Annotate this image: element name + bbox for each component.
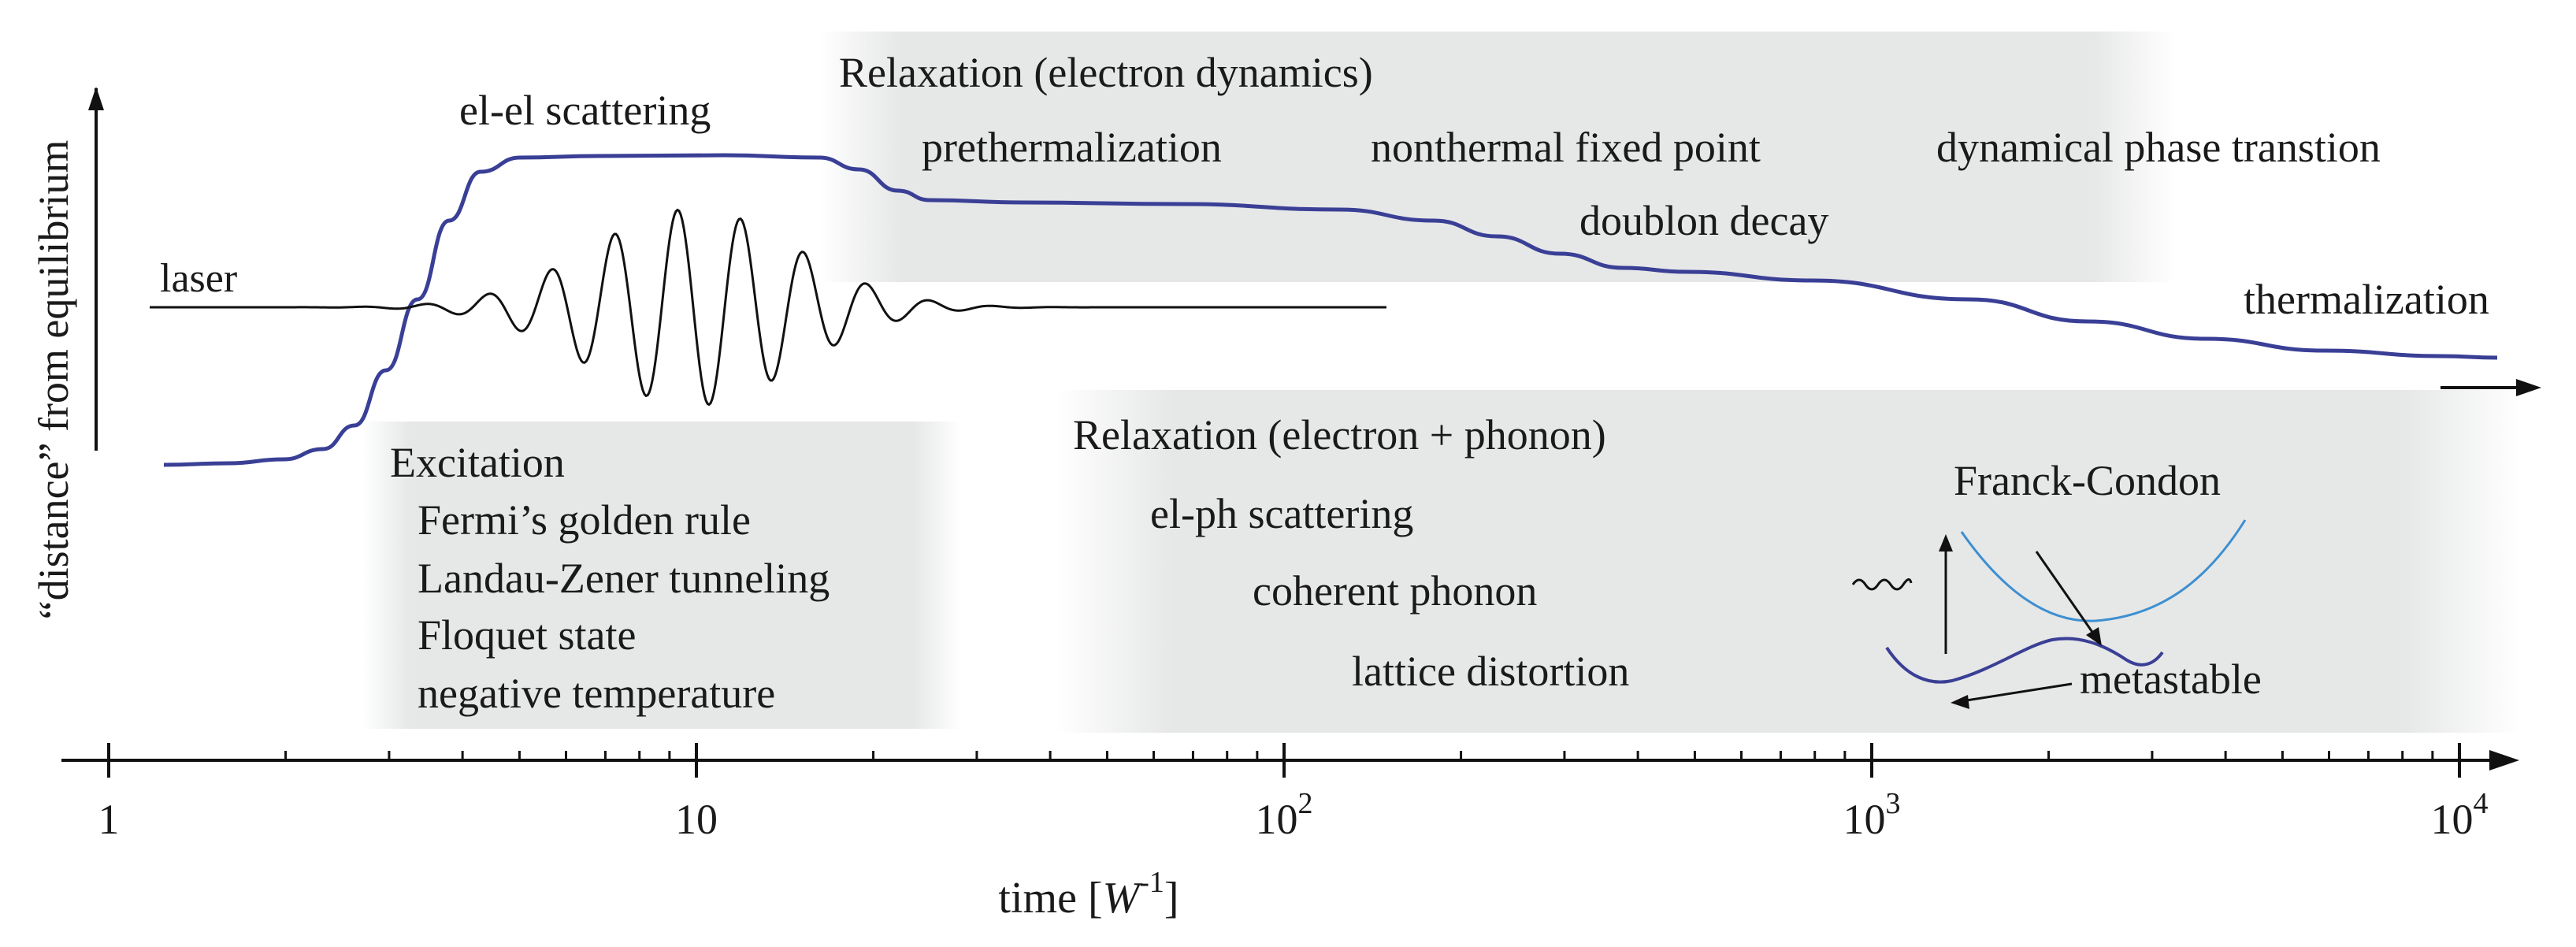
- x-axis-tick-labels: 1 10 102 103 104: [98, 787, 2489, 843]
- thermalization-label: thermalization: [2244, 276, 2489, 323]
- doublon-decay-label: doublon decay: [1579, 197, 1828, 244]
- y-axis-label: “distance” from equilibrium: [30, 140, 77, 620]
- relaxation-diagonal-arrowhead: [2086, 627, 2102, 646]
- relaxation-electron-title: Relaxation (electron dynamics): [839, 49, 1373, 96]
- excitation-title: Excitation: [390, 439, 565, 486]
- el-ph-scattering-label: el-ph scattering: [1150, 490, 1413, 537]
- coherent-phonon-label: coherent phonon: [1253, 567, 1537, 615]
- prethermalization-label: prethermalization: [922, 124, 1222, 171]
- relaxation-diagonal-arrow: [2035, 551, 2097, 637]
- tick-label: 1: [98, 796, 120, 843]
- dynamical-phase-transition-label: dynamical phase transtion: [1936, 124, 2381, 171]
- tick-label: 104: [2431, 787, 2489, 843]
- franck-condon-label: Franck-Condon: [1954, 457, 2221, 504]
- nonthermal-fixed-point-label: nonthermal fixed point: [1371, 124, 1761, 171]
- x-axis-ticks: [107, 743, 2461, 778]
- metastable-arrowhead: [1951, 695, 1969, 709]
- relaxation-electron-region: [819, 32, 2174, 282]
- excited-state-parabola: [1960, 519, 2247, 622]
- laser-label: laser: [160, 256, 237, 301]
- metastable-arrow: [1961, 682, 2073, 703]
- relaxation-phonon-title: Relaxation (electron + phonon): [1073, 411, 1606, 459]
- ground-state-curve: [1885, 637, 2164, 684]
- metastable-label: metastable: [2080, 655, 2262, 703]
- x-axis-label: time [W-1]: [998, 866, 1179, 923]
- laser-pulse: [150, 208, 1386, 407]
- lattice-distortion-label: lattice distortion: [1352, 648, 1629, 695]
- tick-label: 10: [675, 796, 718, 843]
- tick-label: 102: [1256, 787, 1313, 843]
- excitation-arrowhead: [1939, 534, 1953, 551]
- y-axis-arrowhead: [88, 87, 104, 110]
- fermi-golden-rule-label: Fermi’s golden rule: [418, 496, 751, 544]
- x-axis-arrowhead: [2489, 750, 2519, 771]
- landau-zener-label: Landau-Zener tunneling: [418, 555, 830, 602]
- tick-label: 103: [1843, 787, 1901, 843]
- el-el-scattering-label: el-el scattering: [459, 87, 711, 134]
- negative-temperature-label: negative temperature: [418, 670, 775, 717]
- photon-wiggle-icon: [1851, 578, 1913, 591]
- floquet-state-label: Floquet state: [418, 611, 636, 659]
- distance-curve: [163, 153, 2498, 467]
- excitation-region: [362, 422, 961, 729]
- relaxation-phonon-region: [1056, 390, 2521, 733]
- time-direction-arrowhead: [2516, 379, 2541, 396]
